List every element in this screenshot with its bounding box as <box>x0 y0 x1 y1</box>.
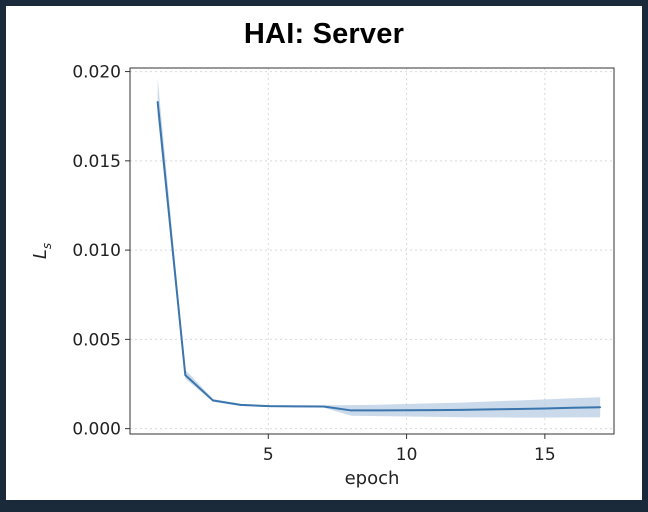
data-point <box>378 409 380 412</box>
y-tick-label: 0.020 <box>72 63 121 83</box>
data-point <box>350 409 353 412</box>
y-tick-label: 0.005 <box>72 330 121 350</box>
y-axis-ticks: 0.000 0.005 0.010 0.015 0.020 <box>72 63 130 440</box>
chart-frame: HAI: Server <box>6 6 642 500</box>
series-line-layer <box>156 101 602 412</box>
y-tick-label: 0.015 <box>72 152 121 172</box>
y-axis-label-main: L <box>30 249 51 259</box>
data-point <box>433 409 436 411</box>
grid-lines <box>130 68 614 434</box>
plot-area-border <box>129 67 615 435</box>
data-point <box>405 409 408 412</box>
series-line <box>156 101 601 412</box>
x-tick-label: 15 <box>534 445 556 465</box>
data-point <box>212 399 214 402</box>
data-point <box>156 101 159 103</box>
confidence-band <box>157 78 601 418</box>
y-axis-label-subscript: s <box>40 243 54 249</box>
x-axis-ticks: 5 10 15 <box>263 434 556 465</box>
data-point <box>184 374 187 376</box>
data-point <box>460 408 463 411</box>
data-point <box>239 403 242 406</box>
chart-title: HAI: Server <box>243 18 405 50</box>
confidence-band-layer <box>157 78 601 418</box>
data-point <box>295 405 297 408</box>
data-point <box>516 408 519 410</box>
data-point <box>267 405 270 408</box>
y-tick-label: 0.000 <box>72 420 121 440</box>
data-point <box>322 405 325 408</box>
data-point <box>543 407 546 410</box>
y-axis-label: Ls <box>30 243 54 259</box>
data-point <box>488 408 491 411</box>
data-point <box>599 406 602 409</box>
x-tick-label: 10 <box>396 445 418 465</box>
x-axis-label: epoch <box>345 468 400 489</box>
y-tick-label: 0.010 <box>72 241 121 261</box>
data-point <box>571 406 574 409</box>
x-tick-label: 5 <box>263 445 274 465</box>
